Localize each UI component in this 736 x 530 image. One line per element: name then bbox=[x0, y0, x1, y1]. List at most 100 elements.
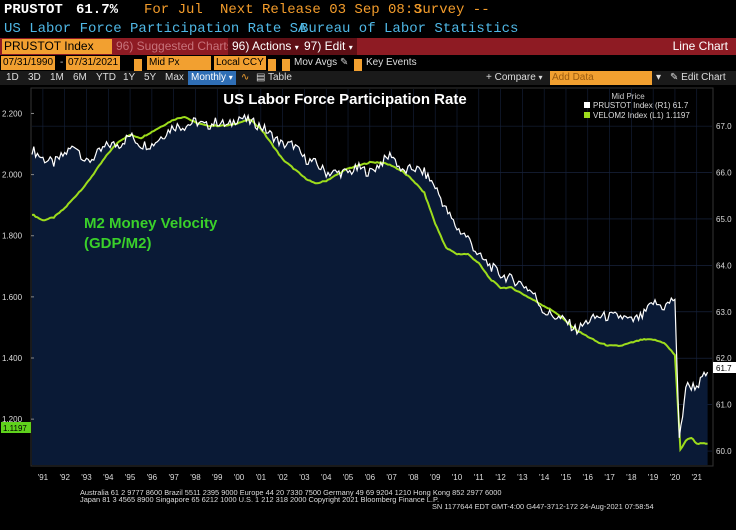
x-tick-label: '93 bbox=[81, 473, 92, 482]
left-tick-label: 1.400 bbox=[2, 354, 23, 363]
period-toolbar: 1D 3D 1M 6M YTD 1Y 5Y Max Monthly ▾ ∿ ▤ … bbox=[0, 71, 736, 85]
x-tick-label: '03 bbox=[299, 473, 310, 482]
x-tick-label: '96 bbox=[147, 473, 158, 482]
x-tick-label: '09 bbox=[430, 473, 441, 482]
period-max[interactable]: Max bbox=[165, 72, 184, 83]
currency-select[interactable]: Local CCY bbox=[214, 56, 266, 70]
x-axis: '91 '92 '93 '94 '95 '96 '97 '98 '99 '00 '01 '02 '03 '… bbox=[38, 473, 703, 482]
period-1y[interactable]: 1Y bbox=[123, 72, 136, 83]
x-tick-label: '14 bbox=[539, 473, 550, 482]
period-3d[interactable]: 3D bbox=[28, 72, 41, 83]
right-tick-label: 67.0 bbox=[716, 122, 732, 131]
right-tick-label: 63.0 bbox=[716, 308, 732, 317]
right-tick-label: 66.0 bbox=[716, 169, 732, 178]
start-date-input[interactable]: 07/31/1990 bbox=[1, 56, 56, 70]
period-label: For Jul bbox=[144, 2, 203, 18]
edit-menu[interactable]: 97) Edit ▾ bbox=[300, 38, 357, 55]
right-tick-label: 64.0 bbox=[716, 261, 732, 270]
x-tick-label: '21 bbox=[692, 473, 703, 482]
x-tick-label: '10 bbox=[452, 473, 463, 482]
period-1m[interactable]: 1M bbox=[50, 72, 64, 83]
chevron-down-icon: ▾ bbox=[294, 43, 299, 52]
chevron-down-icon[interactable]: ▾ bbox=[656, 72, 662, 83]
main-toolbar: PRUSTOT Index 96) Suggested Charts 96) A… bbox=[0, 38, 736, 55]
description-header: US Labor Force Participation Rate SA Bur… bbox=[0, 20, 736, 38]
legend-header: Mid Price bbox=[611, 92, 645, 101]
right-last-badge bbox=[713, 362, 736, 373]
edit-label: 97) Edit bbox=[304, 39, 346, 53]
x-tick-label: '04 bbox=[321, 473, 332, 482]
mov-avgs-checkbox[interactable] bbox=[282, 59, 290, 73]
right-tick-label: 65.0 bbox=[716, 215, 732, 224]
survey-label: Survey -- bbox=[414, 2, 490, 18]
x-tick-label: '08 bbox=[408, 473, 419, 482]
chevron-down-icon: ▾ bbox=[348, 43, 353, 52]
x-tick-label: '95 bbox=[125, 473, 136, 482]
chart-type-label[interactable]: Line Chart bbox=[672, 39, 728, 53]
x-tick-label: '01 bbox=[256, 473, 267, 482]
left-last-badge bbox=[1, 422, 31, 433]
legend-entry-velom2: VELOM2 Index (L1) 1.1197 bbox=[593, 111, 690, 120]
x-tick-label: '06 bbox=[365, 473, 376, 482]
edit-chart-label: Edit Chart bbox=[681, 72, 726, 83]
left-tick-label: 1.600 bbox=[2, 293, 23, 302]
x-tick-label: '07 bbox=[386, 473, 397, 482]
right-tick-label: 60.0 bbox=[716, 447, 732, 456]
period-1d[interactable]: 1D bbox=[6, 72, 19, 83]
green-annotation-line1: M2 Money Velocity bbox=[84, 215, 218, 232]
frequency-select[interactable]: Monthly ▾ bbox=[188, 71, 236, 85]
x-tick-label: '15 bbox=[561, 473, 572, 482]
period-5y[interactable]: 5Y bbox=[144, 72, 157, 83]
right-last-value: 61.7 bbox=[716, 364, 732, 373]
line-chart-icon[interactable]: ∿ bbox=[241, 72, 250, 83]
actions-menu[interactable]: 96) Actions ▾ bbox=[228, 38, 303, 55]
chart-title: US Labor Force Participation Rate bbox=[223, 91, 466, 108]
right-axis: 60.0 61.0 62.0 63.0 64.0 65.0 66.0 67.0 bbox=[716, 122, 732, 456]
x-tick-label: '13 bbox=[517, 473, 528, 482]
x-tick-label: '20 bbox=[670, 473, 681, 482]
legend-swatch-velom2 bbox=[584, 112, 590, 118]
right-tick-label: 61.0 bbox=[716, 401, 732, 410]
left-tick-label: 1.200 bbox=[2, 415, 23, 424]
suggested-charts-button[interactable]: 96) Suggested Charts bbox=[116, 39, 233, 53]
x-tick-label: '05 bbox=[343, 473, 354, 482]
date-separator: - bbox=[60, 57, 64, 68]
x-tick-label: '98 bbox=[190, 473, 201, 482]
ticker-input[interactable]: PRUSTOT Index bbox=[2, 39, 112, 54]
add-data-input[interactable]: Add Data bbox=[550, 71, 652, 85]
table-button[interactable]: Table bbox=[268, 72, 292, 83]
calendar-icon[interactable] bbox=[134, 59, 142, 73]
left-tick-label: 1.800 bbox=[2, 232, 23, 241]
left-tick-label: 2.000 bbox=[2, 171, 23, 180]
frequency-label: Monthly bbox=[191, 72, 227, 83]
edit-chart-button[interactable]: ✎ Edit Chart bbox=[670, 71, 726, 85]
key-events-checkbox[interactable] bbox=[354, 59, 362, 73]
x-tick-label: '92 bbox=[59, 473, 70, 482]
currency-dropdown-icon[interactable] bbox=[268, 59, 276, 73]
period-6m[interactable]: 6M bbox=[73, 72, 87, 83]
green-annotation-line2: (GDP/M2) bbox=[84, 235, 152, 252]
legend-entry-prustot: PRUSTOT Index (R1) 61.7 bbox=[593, 101, 689, 110]
table-icon[interactable]: ▤ bbox=[256, 72, 266, 83]
price-field-select[interactable]: Mid Px bbox=[147, 56, 211, 70]
last-value: 61.7% bbox=[76, 2, 119, 18]
chevron-down-icon: ▾ bbox=[228, 73, 233, 82]
prustot-area-fill bbox=[32, 114, 708, 466]
x-tick-label: '16 bbox=[583, 473, 594, 482]
x-tick-label: '12 bbox=[495, 473, 506, 482]
mov-avgs-label: Mov Avgs bbox=[294, 57, 338, 68]
left-axis: 1.200 1.400 1.600 1.800 2.000 2.200 bbox=[2, 109, 34, 424]
x-tick-label: '97 bbox=[168, 473, 179, 482]
compare-menu[interactable]: + Compare ▾ bbox=[486, 71, 543, 85]
series-description: US Labor Force Participation Rate SA bbox=[4, 21, 307, 37]
end-date-input[interactable]: 07/31/2021 bbox=[66, 56, 121, 70]
plus-icon: + bbox=[486, 72, 492, 83]
pencil-icon: ✎ bbox=[670, 72, 679, 83]
chevron-down-icon: ▾ bbox=[538, 73, 543, 82]
period-ytd[interactable]: YTD bbox=[96, 72, 116, 83]
date-controls: 07/31/1990 - 07/31/2021 Mid Px Local CCY… bbox=[0, 56, 736, 73]
footer-line1: Australia 61 2 9777 8600 Brazil 5511 239… bbox=[80, 488, 501, 497]
x-tick-label: '17 bbox=[604, 473, 615, 482]
pencil-icon[interactable]: ✎ bbox=[340, 57, 349, 68]
